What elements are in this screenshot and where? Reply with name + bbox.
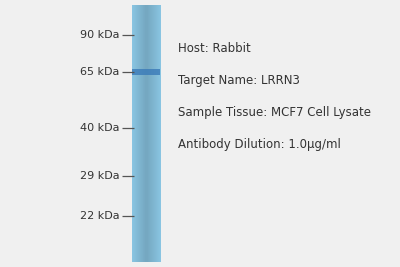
Bar: [132, 69, 160, 75]
Text: Antibody Dilution: 1.0μg/ml: Antibody Dilution: 1.0μg/ml: [178, 138, 341, 151]
Text: 65 kDa: 65 kDa: [80, 67, 120, 77]
Text: Sample Tissue: MCF7 Cell Lysate: Sample Tissue: MCF7 Cell Lysate: [178, 106, 371, 119]
Text: 90 kDa: 90 kDa: [80, 30, 120, 40]
Text: 22 kDa: 22 kDa: [80, 211, 120, 221]
Text: 40 kDa: 40 kDa: [80, 123, 120, 133]
Text: Target Name: LRRN3: Target Name: LRRN3: [178, 74, 300, 87]
Text: 29 kDa: 29 kDa: [80, 171, 120, 181]
Text: Host: Rabbit: Host: Rabbit: [178, 42, 251, 54]
